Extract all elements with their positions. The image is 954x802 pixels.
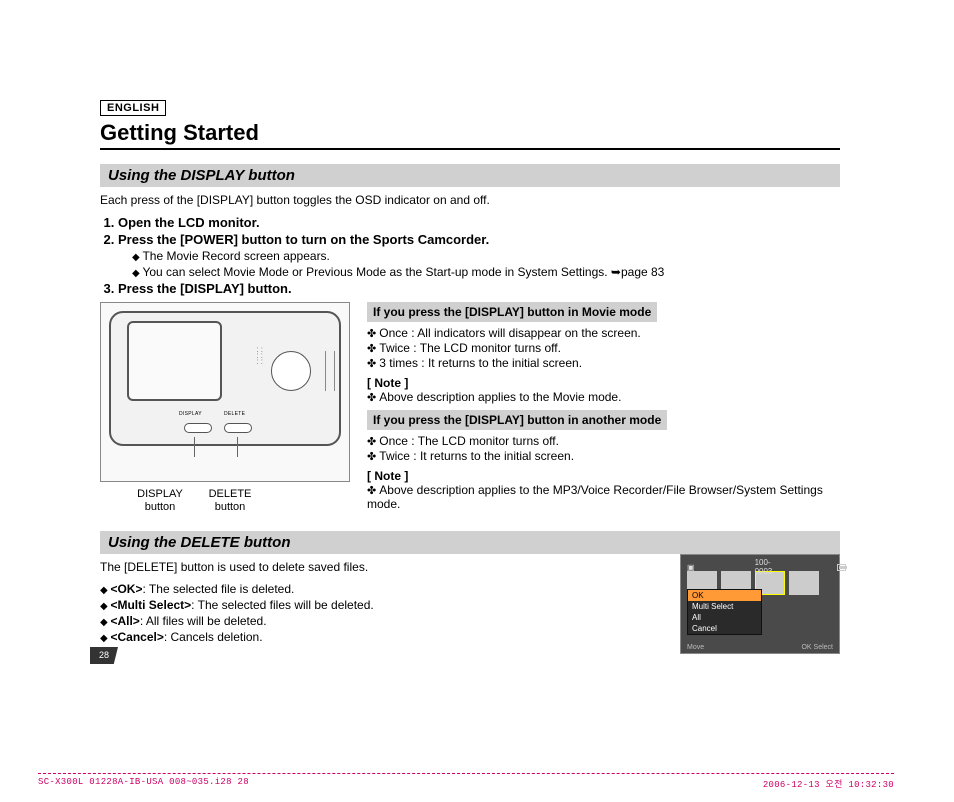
display-button-label: DISPLAYbutton <box>130 488 190 514</box>
menu-item-ok: OK <box>688 590 761 601</box>
movie-mode-b1: Once : All indicators will disappear on … <box>367 326 840 340</box>
menu-item-cancel: Cancel <box>688 623 761 634</box>
other-mode-note: Above description applies to the MP3/Voi… <box>367 483 840 511</box>
movie-mode-b3: 3 times : It returns to the initial scre… <box>367 356 840 370</box>
movie-mode-note-text: Above description applies to the Movie m… <box>367 390 840 404</box>
side-port-illustration <box>325 351 335 391</box>
camera-icon: ▣ <box>687 563 695 572</box>
section-heading-delete: Using the DELETE button <box>100 531 840 554</box>
page-title: Getting Started <box>100 120 840 150</box>
diagram-column: : :: :: : DISPLAY DELETE DISPLAYbutton D… <box>100 302 355 517</box>
menu-item-multi: Multi Select <box>688 601 761 612</box>
section-heading-display: Using the DISPLAY button <box>100 164 840 187</box>
joystick-illustration <box>271 351 311 391</box>
footer-right: 2006-12-13 오전 10:32:30 <box>763 777 894 790</box>
print-footer: SC-X300L 01228A-IB-USA 008~035.i28 28 20… <box>38 773 894 790</box>
language-label: ENGLISH <box>100 100 166 116</box>
display-btn-device-label: DISPLAY <box>179 411 202 417</box>
delete-btn-device-label: DELETE <box>224 411 245 417</box>
other-mode-note-text: Above description applies to the MP3/Voi… <box>367 483 840 511</box>
movie-mode-heading: If you press the [DISPLAY] button in Mov… <box>367 302 657 322</box>
move-hint: Move <box>687 644 704 651</box>
delete-screen-preview: ▣ 100-0003 OK Multi Select All Cancel Mo… <box>680 554 840 654</box>
diagram-callout-labels: DISPLAYbutton DELETEbutton <box>130 488 355 514</box>
delete-button-illustration <box>224 423 252 433</box>
step-2-text: Press the [POWER] button to turn on the … <box>118 232 489 247</box>
menu-item-all: All <box>688 612 761 623</box>
battery-icon <box>837 564 847 571</box>
step-3: Press the [DISPLAY] button. <box>118 281 840 296</box>
step-2-sub-1: The Movie Record screen appears. <box>132 249 840 263</box>
footer-left: SC-X300L 01228A-IB-USA 008~035.i28 28 <box>38 777 249 790</box>
delete-button-label: DELETEbutton <box>200 488 260 514</box>
other-mode-b2: Twice : It returns to the initial screen… <box>367 449 840 463</box>
other-mode-bullets: Once : The LCD monitor turns off. Twice … <box>367 434 840 463</box>
step-1: Open the LCD monitor. <box>118 215 840 230</box>
movie-mode-b2: Twice : The LCD monitor turns off. <box>367 341 840 355</box>
step-2-subbullets: The Movie Record screen appears. You can… <box>132 249 840 279</box>
page-number-badge: 28 <box>90 647 118 664</box>
other-mode-heading: If you press the [DISPLAY] button in ano… <box>367 410 667 430</box>
section1-intro: Each press of the [DISPLAY] button toggl… <box>100 193 840 207</box>
decor-dots: : :: :: : <box>256 347 263 365</box>
lcd-illustration <box>127 321 222 401</box>
camcorder-diagram: : :: :: : DISPLAY DELETE <box>100 302 350 482</box>
preview-bottom-bar: Move OK Select <box>687 644 833 651</box>
display-modes-column: If you press the [DISPLAY] button in Mov… <box>367 302 840 517</box>
other-mode-b1: Once : The LCD monitor turns off. <box>367 434 840 448</box>
movie-mode-note: Above description applies to the Movie m… <box>367 390 840 404</box>
step-2-sub-2: You can select Movie Mode or Previous Mo… <box>132 265 840 279</box>
step-2: Press the [POWER] button to turn on the … <box>118 232 840 279</box>
other-mode-note-label: [ Note ] <box>367 469 840 483</box>
steps-list: Open the LCD monitor. Press the [POWER] … <box>100 215 840 296</box>
delete-menu: OK Multi Select All Cancel <box>687 589 762 635</box>
pointer-line-1 <box>194 437 195 457</box>
file-counter: 100-0003 <box>755 558 777 576</box>
pointer-line-2 <box>237 437 238 457</box>
movie-mode-note-label: [ Note ] <box>367 376 840 390</box>
select-hint: OK Select <box>801 644 833 651</box>
movie-mode-bullets: Once : All indicators will disappear on … <box>367 326 840 370</box>
preview-status-bar: ▣ 100-0003 <box>687 558 846 576</box>
display-button-illustration <box>184 423 212 433</box>
